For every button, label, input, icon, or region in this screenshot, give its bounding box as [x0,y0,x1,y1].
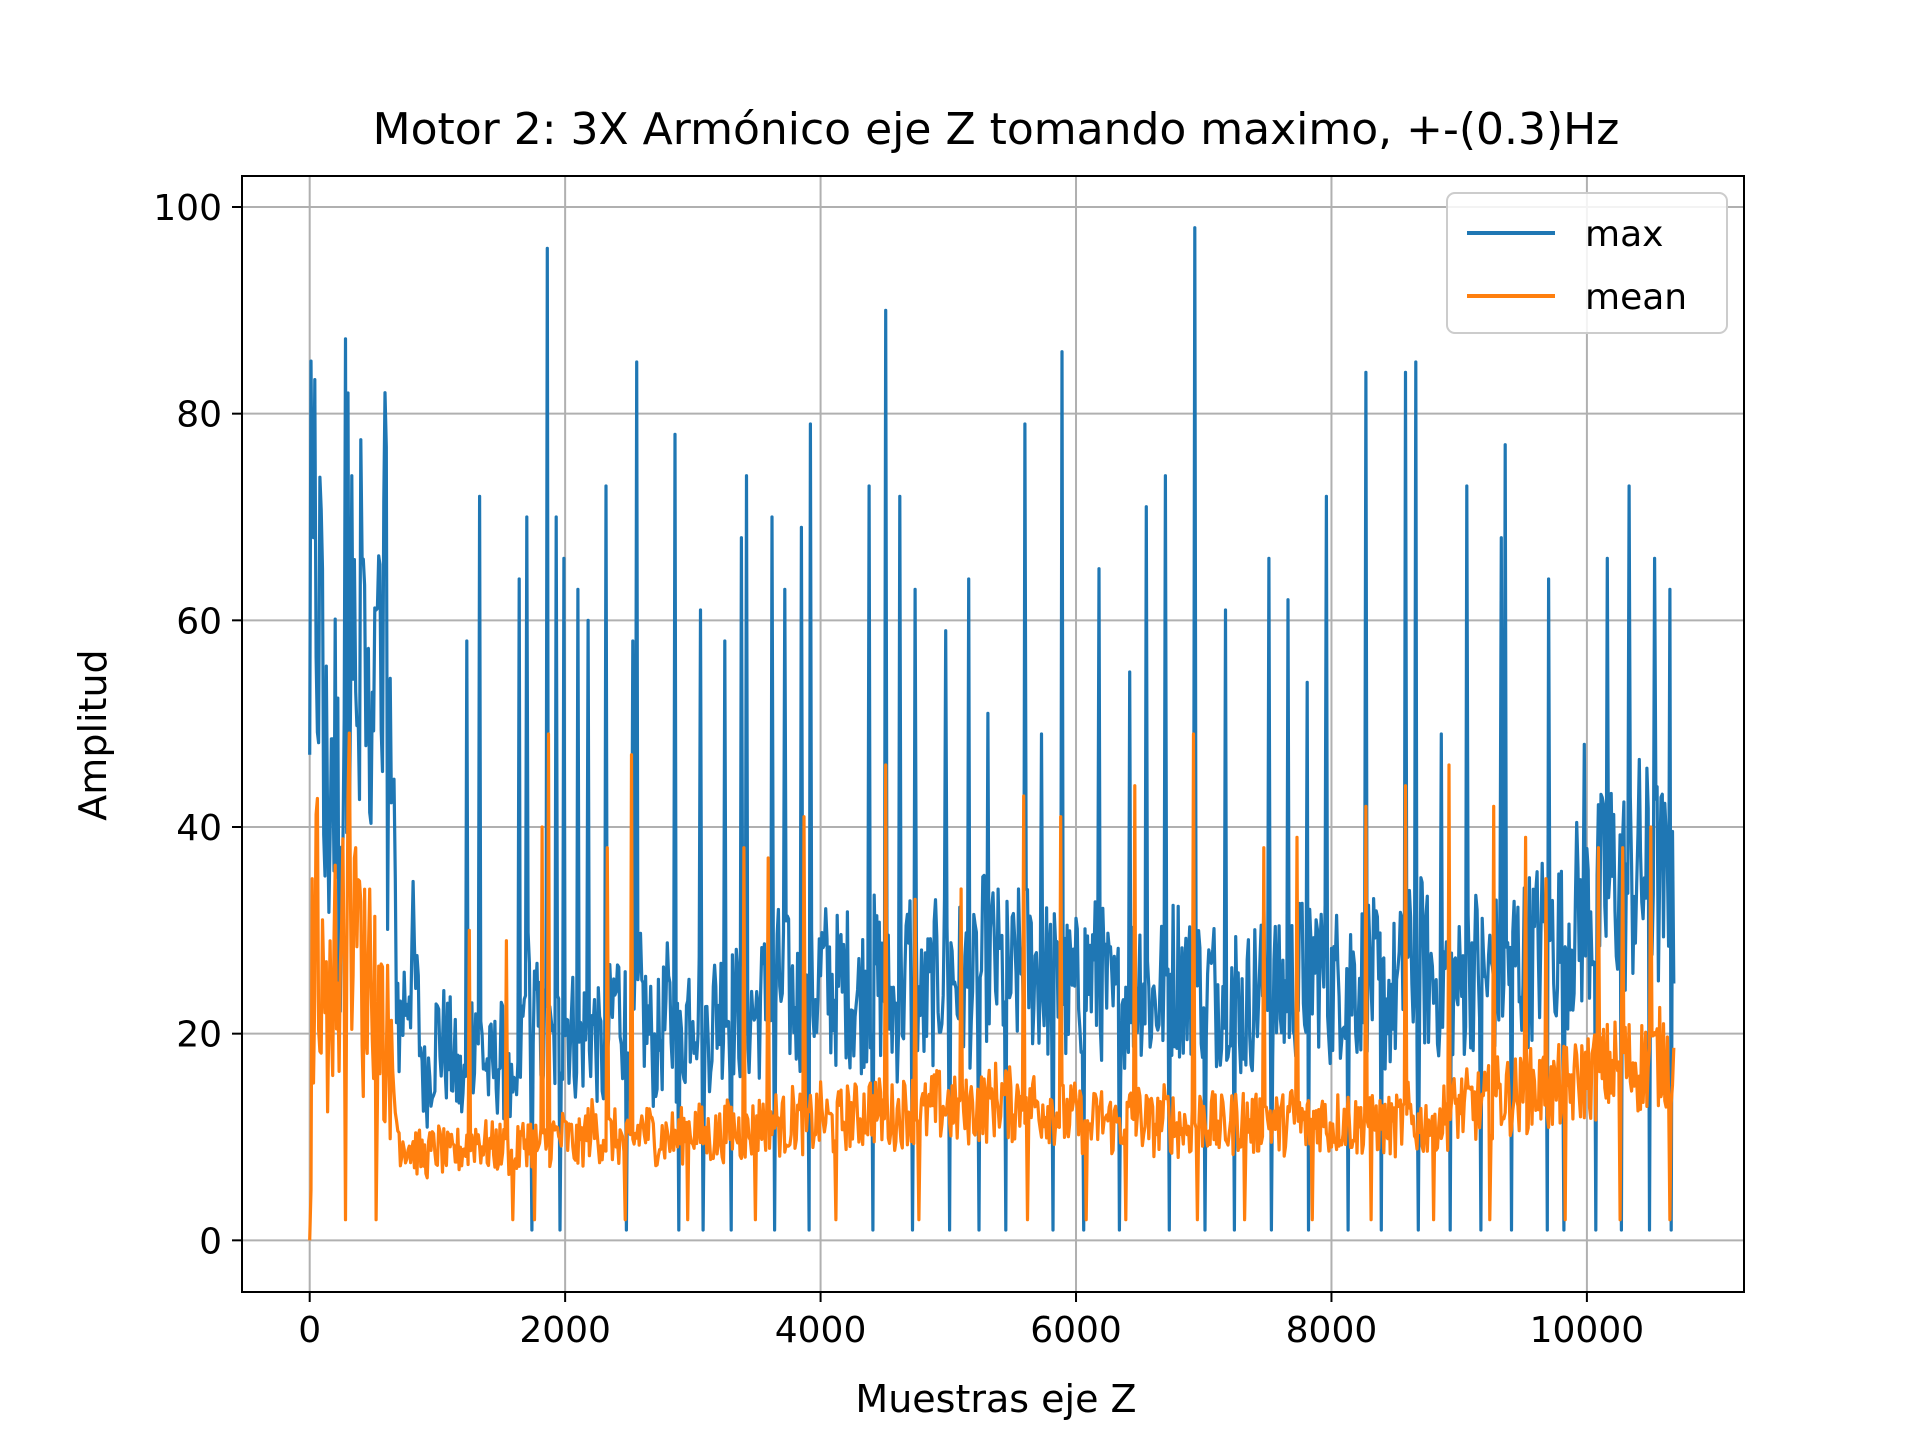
axes-frame [241,175,1745,1293]
chart-title: Motor 2: 3X Armónico eje Z tomando maxim… [373,104,1620,155]
y-axis-ticks: 0 20 40 60 80 100 [153,188,242,1262]
y-tick-label: 20 [176,1015,222,1056]
y-tick-label: 80 [176,395,222,436]
plot-series [308,226,1676,1241]
series-line-mean [308,731,1676,1241]
series-line-max [308,226,1676,1232]
legend-label-max: max [1585,214,1663,255]
x-tick-label: 0 [298,1310,321,1351]
y-tick-label: 100 [153,188,222,229]
x-axis-label: Muestras eje Z [855,1377,1136,1421]
x-tick-label: 10000 [1530,1310,1645,1351]
x-tick-label: 4000 [775,1310,867,1351]
y-tick-label: 60 [176,601,222,642]
y-axis-label: Amplitud [71,649,115,820]
x-tick-label: 6000 [1030,1310,1122,1351]
legend-label-mean: mean [1585,277,1687,318]
y-tick-label: 0 [199,1221,222,1262]
y-tick-label: 40 [176,808,222,849]
x-tick-label: 2000 [519,1310,611,1351]
x-tick-label: 8000 [1286,1310,1378,1351]
legend: max mean [1446,192,1728,334]
x-axis-ticks: 0 2000 4000 6000 8000 10000 [298,1292,1644,1351]
